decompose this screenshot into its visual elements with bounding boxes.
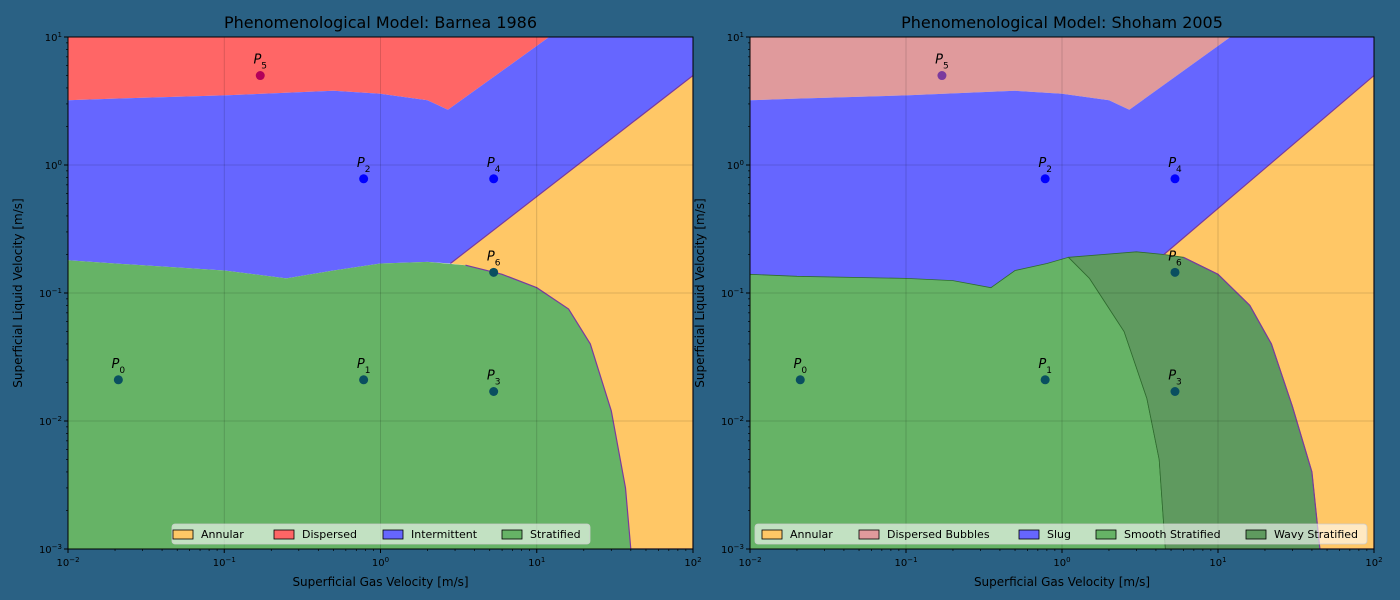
legend-swatch-2	[382, 529, 404, 540]
point-label-P0: P0	[793, 357, 807, 376]
point-label-P1: P1	[357, 357, 371, 376]
legend-swatch-0	[172, 529, 194, 540]
legend-label-1: Dispersed	[302, 528, 357, 541]
x-tick-label: 100	[1053, 556, 1070, 569]
annular-boundary-line	[1163, 74, 1374, 549]
legend-swatch-0	[761, 529, 783, 540]
legend-swatch-2	[1018, 529, 1040, 540]
point-P1	[359, 375, 369, 385]
y-tick-label: 10−3	[39, 543, 62, 556]
point-label-P0: P0	[112, 357, 126, 376]
legend-swatch-3	[501, 529, 523, 540]
legend-label-4: Wavy Stratified	[1274, 528, 1358, 541]
legend-swatch-1	[858, 529, 880, 540]
region-intermittent	[68, 37, 693, 279]
y-tick-label: 101	[727, 31, 744, 44]
legend-label-2: Intermittent	[411, 528, 478, 541]
x-tick-label: 101	[528, 556, 545, 569]
point-label-P3: P3	[1168, 369, 1182, 388]
region-slug	[750, 37, 1374, 288]
point-P1	[1040, 375, 1050, 385]
legend-swatch-1	[273, 529, 295, 540]
annular-boundary-line	[450, 74, 693, 549]
y-tick-label: 100	[727, 159, 744, 172]
point-P3	[489, 387, 499, 397]
point-label-P2: P2	[1038, 156, 1052, 175]
legend-label-2: Slug	[1047, 528, 1071, 541]
point-label-P3: P3	[487, 369, 501, 388]
x-axis-label: Superficial Gas Velocity [m/s]	[292, 575, 468, 589]
region-dispersed	[68, 37, 550, 110]
region-annular	[1163, 75, 1374, 549]
point-label-P5: P5	[253, 53, 267, 72]
legend: Annular Dispersed Intermittent Stratified	[171, 523, 591, 545]
x-tick-label: 101	[1209, 556, 1226, 569]
point-P6	[1170, 267, 1180, 277]
regions	[68, 37, 693, 549]
y-tick-label: 10−1	[39, 287, 62, 300]
legend-swatch-3	[1095, 529, 1117, 540]
x-tick-label: 102	[1365, 556, 1382, 569]
y-axis-label: Superficial Liquid Velocity [m/s]	[11, 198, 25, 387]
point-P2	[1040, 174, 1050, 184]
chart-title: Phenomenological Model: Barnea 1986	[224, 13, 537, 32]
point-P0	[113, 375, 123, 385]
point-label-P2: P2	[357, 156, 371, 175]
chart-title: Phenomenological Model: Shoham 2005	[901, 13, 1223, 32]
point-P5	[255, 71, 265, 81]
point-P3	[1170, 387, 1180, 397]
legend-label-0: Annular	[790, 528, 833, 541]
y-tick-label: 101	[45, 31, 62, 44]
y-tick-label: 10−1	[721, 287, 744, 300]
legend-label-1: Dispersed Bubbles	[887, 528, 990, 541]
point-P5	[937, 71, 947, 81]
point-P4	[489, 174, 499, 184]
legend: Annular Dispersed Bubbles Slug Smooth Strat…	[754, 523, 1368, 545]
point-P4	[1170, 174, 1180, 184]
x-tick-label: 10−1	[213, 556, 236, 569]
x-tick-label: 102	[684, 556, 701, 569]
region-smooth-stratified	[750, 256, 1166, 549]
x-tick-label: 10−2	[56, 556, 79, 569]
point-P0	[795, 375, 805, 385]
point-label-P5: P5	[935, 53, 949, 72]
point-label-P6: P6	[1168, 249, 1182, 268]
point-P2	[359, 174, 369, 184]
region-dispersed-bubbles	[750, 37, 1231, 110]
point-P6	[489, 267, 499, 277]
region-stratified	[68, 260, 631, 549]
legend-label-0: Annular	[201, 528, 244, 541]
point-label-P6: P6	[487, 249, 501, 268]
x-tick-label: 10−1	[894, 556, 917, 569]
region-annular	[450, 75, 693, 549]
point-label-P4: P4	[487, 156, 501, 175]
data-points: P0 P1 P2 P3 P4 P5 P6	[112, 53, 501, 397]
y-axis-label: Superficial Liquid Velocity [m/s]	[693, 198, 707, 387]
y-tick-label: 10−3	[721, 543, 744, 556]
point-label-P4: P4	[1168, 156, 1182, 175]
y-tick-label: 10−2	[721, 415, 744, 428]
y-tick-label: 10−2	[39, 415, 62, 428]
x-tick-label: 10−2	[738, 556, 761, 569]
legend-box	[754, 523, 1368, 545]
legend-label-3: Stratified	[530, 528, 581, 541]
x-tick-label: 100	[372, 556, 389, 569]
point-label-P1: P1	[1038, 357, 1052, 376]
regions	[750, 37, 1374, 549]
legend-label-3: Smooth Stratified	[1124, 528, 1221, 541]
data-points: P0 P1 P2 P3 P4 P5 P6	[793, 53, 1182, 397]
y-tick-label: 100	[45, 159, 62, 172]
legend-swatch-4	[1245, 529, 1267, 540]
x-axis-label: Superficial Gas Velocity [m/s]	[974, 575, 1150, 589]
